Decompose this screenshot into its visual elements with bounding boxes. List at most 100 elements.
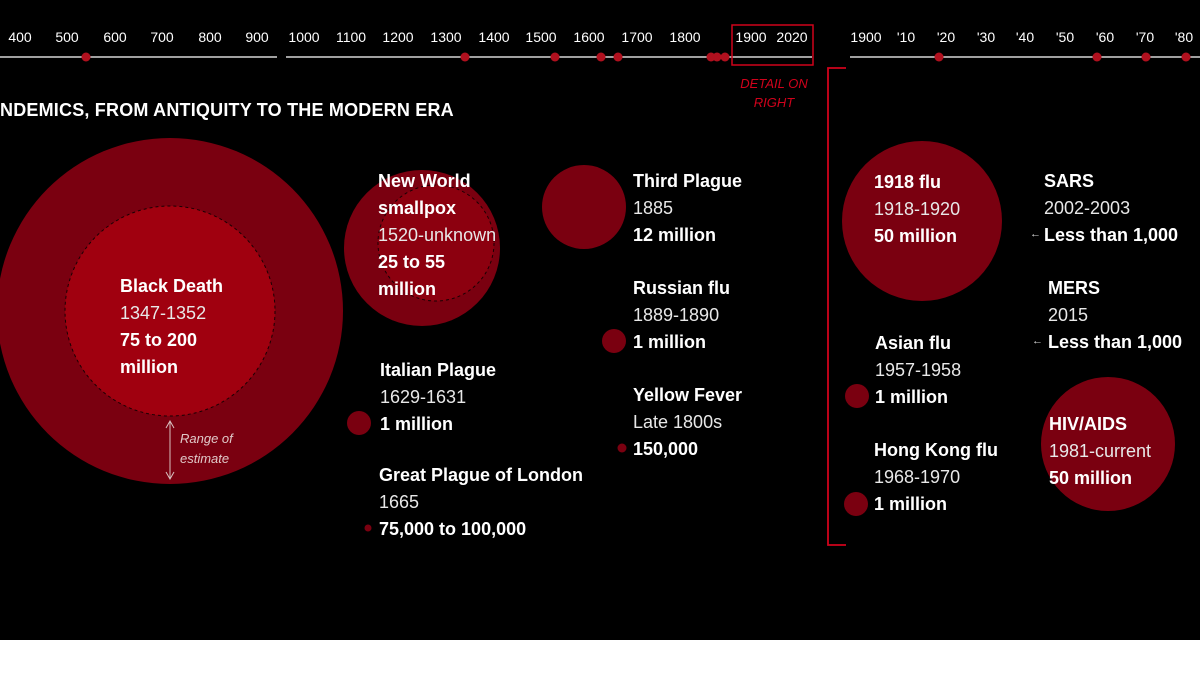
pandemic-name: 1918 flu — [874, 172, 942, 192]
pandemic-years: 1889-1890 — [633, 305, 720, 325]
pandemic-name: Third Plague — [633, 171, 743, 191]
pandemic-years: 1957-1958 — [875, 360, 962, 380]
range-indicator-arrow-up — [165, 419, 175, 429]
hiv-aids-label: HIV/AIDS 1981-current 50 million — [1049, 411, 1151, 492]
timeline-marker — [613, 52, 623, 62]
timeline-marker — [1141, 52, 1151, 62]
pandemic-deaths: 75,000 to 100,000 — [379, 519, 527, 539]
timeline-marker — [1181, 52, 1191, 62]
pandemic-deaths: 50 million — [874, 226, 958, 246]
left-arrow-icon: ← — [1032, 335, 1043, 347]
tick-label: 1900 — [735, 29, 767, 45]
tick-label: '80 — [1174, 29, 1194, 45]
timeline-marker — [81, 52, 91, 62]
hong-kong-flu-bubble — [844, 492, 868, 516]
pandemic-name: Asian flu — [875, 333, 952, 353]
range-of-estimate-note: Range of estimate — [180, 431, 233, 466]
hong-kong-flu-label: Hong Kong flu 1968-1970 1 million — [874, 437, 998, 518]
pandemic-deaths: 1 million — [874, 494, 948, 514]
flu-1918-bubble — [842, 141, 1002, 301]
pandemic-years: Late 1800s — [633, 412, 723, 432]
tick-label: 500 — [55, 29, 79, 45]
black-death-label: Black Death 1347-1352 75 to 200 million — [120, 273, 230, 381]
tick-label: 900 — [245, 29, 269, 45]
pandemic-deaths: 1 million — [380, 414, 454, 434]
tick-label: 700 — [150, 29, 174, 45]
timeline-marker — [934, 52, 944, 62]
tick-label: 2020 — [776, 29, 808, 45]
tick-label: 1900 — [850, 29, 882, 45]
tick-label: 1300 — [430, 29, 462, 45]
pandemic-deaths: 1 million — [633, 332, 707, 352]
tick-label: '70 — [1135, 29, 1155, 45]
left-arrow-icon: ← — [1030, 228, 1041, 240]
tick-label: 400 — [8, 29, 32, 45]
pandemic-name: Italian Plague — [380, 360, 497, 380]
pandemic-deaths: 12 million — [633, 225, 717, 245]
pandemic-name: New World smallpox — [378, 171, 471, 218]
tick-label: '10 — [896, 29, 916, 45]
pandemic-name: HIV/AIDS — [1049, 414, 1128, 434]
pandemic-years: 1520-unknown — [378, 225, 497, 245]
timeline-and-bubbles — [0, 24, 1200, 546]
tick-label: 1600 — [573, 29, 605, 45]
detail-highlight-box — [731, 24, 814, 66]
tick-label: 1800 — [669, 29, 701, 45]
tick-label: 1400 — [478, 29, 510, 45]
pandemic-years: 1968-1970 — [874, 467, 961, 487]
pandemic-name: Russian flu — [633, 278, 731, 298]
pandemic-name: Great Plague of London — [379, 465, 584, 485]
pandemic-years: 1665 — [379, 492, 420, 512]
pandemic-deaths: 1 million — [875, 387, 949, 407]
tick-label: 1200 — [382, 29, 414, 45]
timeline-marker — [720, 52, 730, 62]
tick-label: 1100 — [335, 29, 367, 45]
mers-label: MERS 2015 Less than 1,000 — [1048, 275, 1182, 356]
timeline-marker — [1092, 52, 1102, 62]
asian-flu-bubble — [845, 384, 869, 408]
pandemic-name: MERS — [1048, 278, 1101, 298]
new-world-smallpox-bubble-inner — [377, 184, 495, 302]
flu-1918-label: 1918 flu 1918-1920 50 million — [874, 169, 960, 250]
pandemic-name: Black Death — [120, 276, 224, 296]
pandemic-years: 2002-2003 — [1044, 198, 1131, 218]
section-heading: NDEMICS, FROM ANTIQUITY TO THE MODERN ER… — [0, 100, 454, 120]
tick-label: '60 — [1095, 29, 1115, 45]
pandemic-name: SARS — [1044, 171, 1095, 191]
tick-label: 1700 — [621, 29, 653, 45]
timeline-marker — [460, 52, 470, 62]
asian-flu-label: Asian flu 1957-1958 1 million — [875, 330, 961, 411]
detail-bracket — [827, 67, 846, 546]
pandemic-years: 1885 — [633, 198, 674, 218]
great-plague-london-label: Great Plague of London 1665 75,000 to 10… — [379, 462, 583, 543]
russian-flu-bubble — [602, 329, 626, 353]
new-world-smallpox-label: New World smallpox 1520-unknown 25 to 55… — [378, 168, 498, 303]
third-plague-bubble — [542, 165, 626, 249]
range-indicator-arrow-down — [165, 471, 175, 481]
hiv-aids-bubble — [1041, 377, 1175, 511]
pandemic-years: 1918-1920 — [874, 199, 961, 219]
russian-flu-label: Russian flu 1889-1890 1 million — [633, 275, 730, 356]
detail-note: DETAIL ON RIGHT — [740, 76, 808, 110]
yellow-fever-bubble — [617, 443, 627, 453]
timeline-marker — [550, 52, 560, 62]
pandemic-years: 1347-1352 — [120, 303, 207, 323]
tick-label: 600 — [103, 29, 127, 45]
tick-label: '50 — [1055, 29, 1075, 45]
tick-label: '30 — [976, 29, 996, 45]
tick-label: 1500 — [525, 29, 557, 45]
black-death-bubble-inner — [64, 205, 276, 417]
timeline-marker — [712, 52, 722, 62]
timeline-marker — [596, 52, 606, 62]
tick-label: '40 — [1015, 29, 1035, 45]
pandemic-name: Hong Kong flu — [874, 440, 998, 460]
pandemic-deaths: 150,000 — [633, 439, 699, 459]
italian-plague-bubble — [347, 411, 371, 435]
tick-label: 800 — [198, 29, 222, 45]
yellow-fever-label: Yellow Fever Late 1800s 150,000 — [633, 382, 742, 463]
pandemic-deaths: 50 million — [1049, 468, 1133, 488]
pandemic-years: 1629-1631 — [380, 387, 467, 407]
pandemic-deaths: Less than 1,000 — [1044, 225, 1179, 245]
pandemic-years: 1981-current — [1049, 441, 1152, 461]
pandemic-deaths: 75 to 200 million — [120, 330, 198, 377]
